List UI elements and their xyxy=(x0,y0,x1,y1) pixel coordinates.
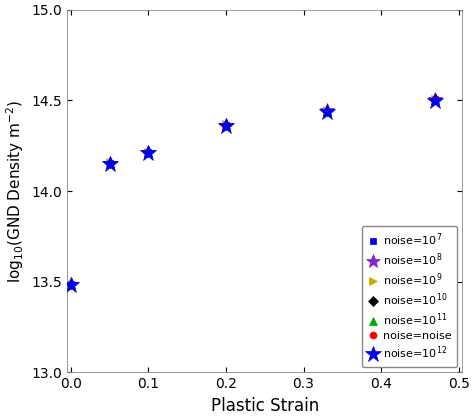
noise=10$^{8}$ xyxy=(432,97,438,102)
noise=noise xyxy=(146,150,151,155)
Line: noise=10$^{11}$: noise=10$^{11}$ xyxy=(67,95,439,289)
noise=10$^{7}$ xyxy=(68,282,74,287)
noise=10$^{7}$ xyxy=(107,160,112,166)
noise=10$^{8}$ xyxy=(68,282,74,287)
noise=10$^{11}$ xyxy=(146,150,151,155)
noise=10$^{8}$ xyxy=(223,122,229,127)
noise=10$^{10}$ xyxy=(432,97,438,102)
noise=10$^{10}$ xyxy=(223,122,229,127)
noise=10$^{12}$ xyxy=(107,161,112,166)
noise=10$^{9}$ xyxy=(432,96,438,101)
noise=10$^{9}$ xyxy=(324,108,329,113)
Y-axis label: log$_{10}$(GND Density m$^{-2}$): log$_{10}$(GND Density m$^{-2}$) xyxy=(4,99,26,283)
noise=noise xyxy=(68,282,74,287)
X-axis label: Plastic Strain: Plastic Strain xyxy=(210,397,319,415)
noise=10$^{11}$ xyxy=(432,97,438,102)
noise=10$^{10}$ xyxy=(68,282,74,287)
Line: noise=10$^{12}$: noise=10$^{12}$ xyxy=(63,92,444,293)
noise=noise xyxy=(223,122,229,127)
Line: noise=10$^{8}$: noise=10$^{8}$ xyxy=(64,93,442,291)
noise=noise xyxy=(324,109,329,114)
noise=noise xyxy=(432,97,438,102)
noise=10$^{8}$ xyxy=(146,150,151,155)
noise=10$^{9}$ xyxy=(146,149,151,154)
noise=10$^{7}$ xyxy=(432,97,438,102)
noise=10$^{7}$ xyxy=(223,122,229,127)
noise=10$^{11}$ xyxy=(324,109,329,114)
noise=10$^{7}$ xyxy=(324,109,329,114)
noise=10$^{12}$ xyxy=(324,110,329,115)
noise=10$^{8}$ xyxy=(324,107,329,112)
noise=10$^{10}$ xyxy=(146,150,151,155)
noise=10$^{12}$ xyxy=(146,150,151,155)
Legend: noise=10$^{7}$, noise=10$^{8}$, noise=10$^{9}$, noise=10$^{10}$, noise=10$^{11}$: noise=10$^{7}$, noise=10$^{8}$, noise=10… xyxy=(362,226,457,367)
noise=10$^{10}$ xyxy=(324,109,329,114)
noise=10$^{12}$ xyxy=(68,282,74,287)
noise=noise xyxy=(107,160,112,166)
noise=10$^{11}$ xyxy=(223,122,229,127)
noise=10$^{12}$ xyxy=(432,98,438,103)
noise=10$^{9}$ xyxy=(223,122,229,127)
noise=10$^{8}$ xyxy=(107,160,112,166)
noise=10$^{12}$ xyxy=(223,123,229,128)
Line: noise=10$^{9}$: noise=10$^{9}$ xyxy=(67,95,439,289)
noise=10$^{9}$ xyxy=(107,160,112,165)
noise=10$^{10}$ xyxy=(107,160,112,166)
noise=10$^{11}$ xyxy=(107,160,112,166)
Line: noise=10$^{10}$: noise=10$^{10}$ xyxy=(67,96,439,288)
noise=10$^{9}$ xyxy=(68,282,74,287)
noise=10$^{11}$ xyxy=(68,282,74,287)
noise=10$^{7}$ xyxy=(146,150,151,155)
Line: noise=10$^{7}$: noise=10$^{7}$ xyxy=(67,96,439,288)
Line: noise=noise: noise=noise xyxy=(67,96,439,288)
